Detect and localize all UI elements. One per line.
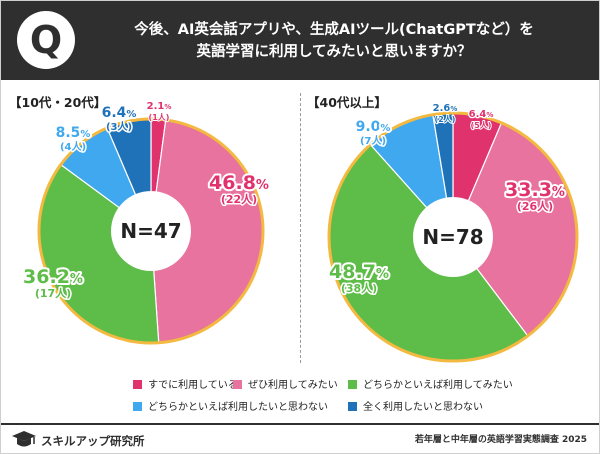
graduation-cap-icon <box>12 431 36 447</box>
pie1-value-label-somewhat-not-want: 8.5% <box>56 125 91 141</box>
pie2-n-label: N=78 <box>422 225 483 249</box>
pie1-count-label-somewhat-want: (17人) <box>35 286 71 300</box>
pie1-outline <box>37 117 265 345</box>
footer-rule <box>1 423 599 425</box>
pie-charts: N=47 2.1%(1人) 46.8%(22人) 36.2%(17人) 8.5%(4人)… <box>21 100 579 363</box>
pie1-value-label-already-using: 2.1% <box>147 101 172 112</box>
legend-item-somewhat-want: どちらかといえば利用してみたい <box>348 379 513 393</box>
pie2-outline <box>327 111 579 363</box>
pie2-value-label-not-at-all: 2.6% <box>433 103 458 114</box>
legend-item-definitely-want: ぜひ利用してみたい <box>233 379 338 393</box>
left-panel-title: 【10代・20代】 <box>9 95 107 110</box>
panel-divider <box>300 93 301 363</box>
pie2-count-label-definitely-want: (26人) <box>517 199 553 213</box>
pie1-count-label-definitely-want: (22人) <box>221 192 257 206</box>
pie1-count-label-somewhat-not-want: (4人) <box>60 140 86 153</box>
question-text: 今後、AI英会話アプリや、生成AIツール(ChatGPTなど）を 英語学習に利用… <box>79 19 589 63</box>
right-panel-title: 【40代以上】 <box>307 95 387 110</box>
pie2-count-label-somewhat-want: (38人) <box>341 281 377 295</box>
pie1-count-label-already-using: (1人) <box>149 112 170 122</box>
pie1-value-label-not-at-all: 6.4% <box>102 105 137 121</box>
legend-label: すでに利用している <box>148 380 238 391</box>
pie2-value-label-already-using: 6.4% <box>469 109 494 120</box>
pie1-center-hole <box>111 191 191 271</box>
legend-item-not-at-all: 全く利用したいと思わない <box>348 401 483 415</box>
legend-swatch <box>348 380 357 389</box>
brand-name: スキルアップ研究所 <box>41 434 145 448</box>
legend-swatch <box>233 380 242 389</box>
legend-item-already-using: すでに利用している <box>133 379 238 393</box>
pie2-count-label-somewhat-not-want: (7人) <box>360 134 386 147</box>
pie1-value-label-definitely-want: 46.8% <box>209 172 269 194</box>
brand-logo: スキルアップ研究所 <box>11 430 145 450</box>
pie2-value-label-definitely-want: 33.3% <box>505 179 565 201</box>
legend-label: ぜひ利用してみたい <box>248 380 338 391</box>
legend-swatch <box>348 402 357 411</box>
source-note: 若年層と中年層の英語学習実態調査 2025 <box>414 435 587 445</box>
pie2-count-label-not-at-all: (2人) <box>435 114 456 124</box>
legend-label: 全く利用したいと思わない <box>363 402 483 413</box>
pie1-n-label: N=47 <box>120 219 181 243</box>
legend: すでに利用している ぜひ利用してみたい どちらかといえば利用してみたい どちらか… <box>133 377 553 423</box>
pie2-value-label-somewhat-not-want: 9.0% <box>356 119 391 135</box>
legend-label: どちらかといえば利用したいと思わない <box>148 402 328 413</box>
question-line-1: 今後、AI英会話アプリや、生成AIツール(ChatGPTなど）を <box>134 22 534 38</box>
pie1-value-label-somewhat-want: 36.2% <box>23 266 83 288</box>
legend-swatch <box>133 402 142 411</box>
legend-label: どちらかといえば利用してみたい <box>363 380 513 391</box>
pie2-center-hole <box>413 197 493 277</box>
pie1-count-label-not-at-all: (3人) <box>106 120 132 133</box>
q-badge: Q <box>17 11 75 69</box>
question-header: Q 今後、AI英会話アプリや、生成AIツール(ChatGPTなど）を 英語学習に… <box>1 1 599 80</box>
question-line-2: 英語学習に利用してみたいと思いますか？ <box>196 44 472 60</box>
legend-swatch <box>133 380 142 389</box>
pie2-value-label-somewhat-want: 48.7% <box>329 261 389 283</box>
legend-item-somewhat-not-want: どちらかといえば利用したいと思わない <box>133 401 328 415</box>
pie2-count-label-already-using: (5人) <box>471 120 492 130</box>
